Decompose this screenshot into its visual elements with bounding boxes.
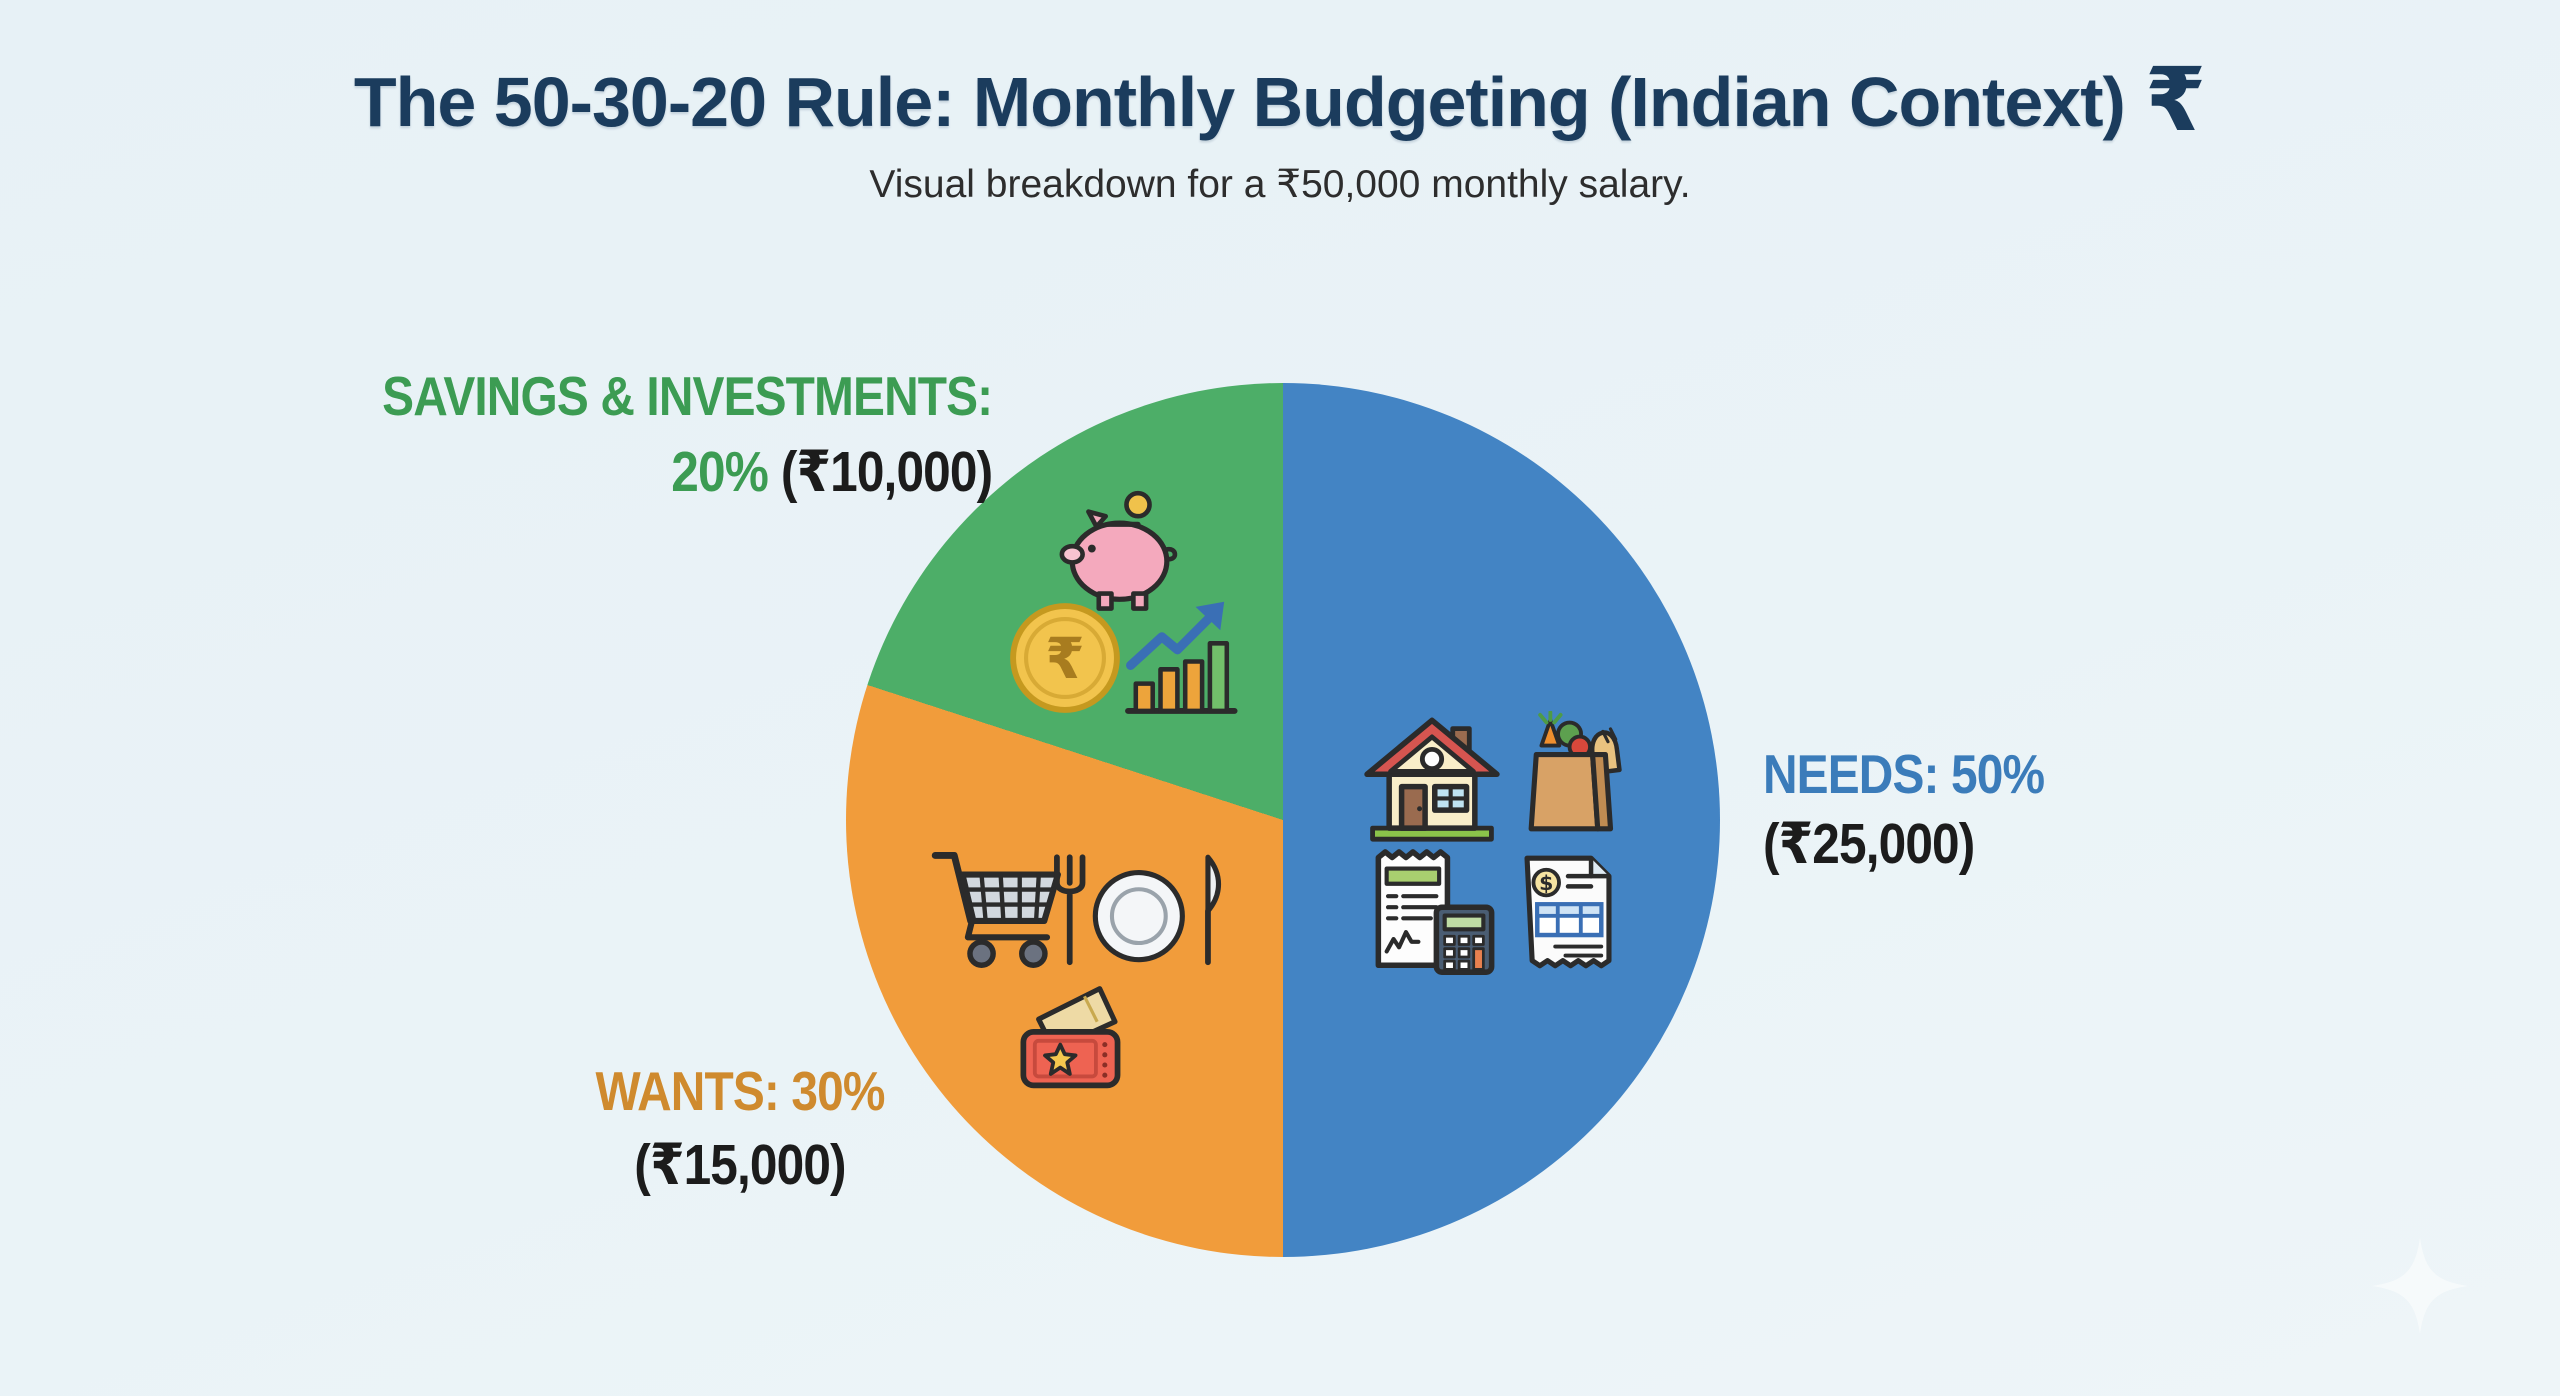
needs-label-amount: (₹25,000) (1763, 812, 1975, 877)
savings-slice-label: SAVINGS & INVESTMENTS: 20% (₹10,000) (381, 360, 993, 510)
house-icon (1356, 708, 1508, 846)
savings-label-amount: (₹10,000) (780, 439, 993, 504)
svg-text:₹: ₹ (1045, 626, 1084, 692)
needs-slice-label: NEEDS: 50% (₹25,000) (1763, 740, 2045, 881)
shopping-cart-icon (927, 842, 1077, 978)
svg-text:$: $ (1539, 871, 1553, 895)
growth-chart-icon (1115, 590, 1245, 720)
wants-slice-label: WANTS: 30% (₹15,000) (553, 1056, 927, 1202)
page-title: The 50-30-20 Rule: Monthly Budgeting (In… (353, 63, 2126, 141)
sparkle-icon (2372, 1238, 2468, 1334)
header: The 50-30-20 Rule: Monthly Budgeting (In… (0, 50, 2560, 207)
bill-calculator-icon: ​ (1359, 841, 1511, 979)
wants-label-title: WANTS: 30% (595, 1060, 885, 1122)
rupee-coin-icon: ₹ (1006, 599, 1124, 717)
ticket-icon (1003, 973, 1143, 1100)
wants-label-amount: (₹15,000) (634, 1132, 846, 1197)
piggy-bank-icon (1048, 487, 1198, 616)
savings-label-title: SAVINGS & INVESTMENTS: (381, 365, 993, 427)
grocery-bag-icon (1503, 711, 1631, 839)
savings-label-percent: 20% (671, 439, 769, 504)
rupee-sign-icon: ₹ (2144, 50, 2207, 149)
dining-icon (1039, 847, 1231, 975)
needs-label-title: NEEDS: 50% (1763, 743, 2045, 805)
invoice-icon: $ (1504, 848, 1632, 976)
page-subtitle: Visual breakdown for a ₹50,000 monthly s… (869, 163, 1691, 206)
pie-chart-area: ​ $ ₹ (846, 383, 1720, 1257)
